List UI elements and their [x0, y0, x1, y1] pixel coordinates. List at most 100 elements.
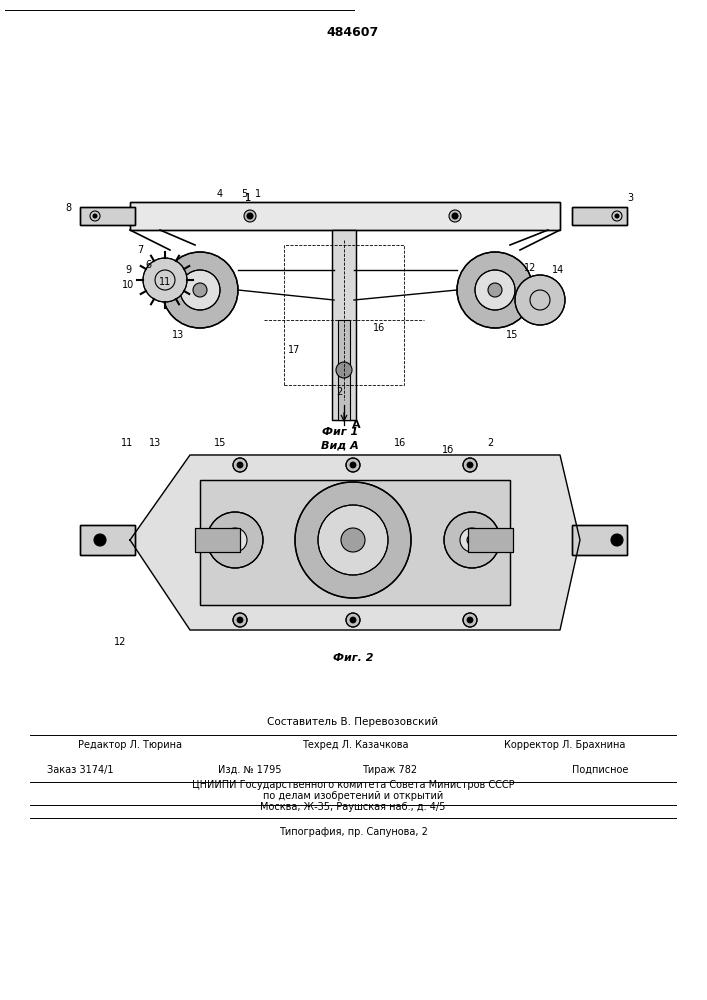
Bar [284, 245, 404, 385]
Circle shape [336, 362, 352, 378]
Circle shape [223, 528, 247, 552]
Bar [572, 525, 627, 555]
Circle shape [346, 613, 360, 627]
Circle shape [350, 462, 356, 468]
Text: 1б: 1б [442, 445, 454, 455]
Bar [80, 207, 135, 225]
Circle shape [452, 213, 458, 219]
Circle shape [247, 213, 253, 219]
Circle shape [237, 462, 243, 468]
Text: 7: 7 [137, 245, 143, 255]
Circle shape [449, 210, 461, 222]
Text: Вид А: Вид А [321, 440, 359, 450]
Circle shape [488, 283, 502, 297]
Bar [572, 207, 627, 225]
Bar [80, 525, 135, 555]
Circle shape [463, 613, 477, 627]
Bar [338, 320, 350, 420]
Circle shape [244, 210, 256, 222]
Circle shape [318, 505, 388, 575]
Bar [200, 480, 510, 605]
Text: 16: 16 [373, 323, 385, 333]
Bar [195, 528, 240, 552]
Text: Составитель В. Перевозовский: Составитель В. Перевозовский [267, 717, 438, 727]
Text: 2: 2 [336, 387, 342, 397]
Circle shape [295, 482, 411, 598]
Text: 3: 3 [627, 193, 633, 203]
Text: Москва, Ж-35, Раушская наб., д. 4/5: Москва, Ж-35, Раушская наб., д. 4/5 [260, 802, 445, 812]
Text: А: А [351, 420, 361, 430]
Text: 8: 8 [65, 203, 71, 213]
Text: 11: 11 [121, 438, 133, 448]
Circle shape [475, 270, 515, 310]
Text: Техред Л. Казачкова: Техред Л. Казачкова [302, 740, 408, 750]
Bar [332, 230, 356, 420]
Text: 14: 14 [552, 265, 564, 275]
Circle shape [230, 535, 240, 545]
Circle shape [193, 283, 207, 297]
Text: 13: 13 [149, 438, 161, 448]
Bar [332, 230, 356, 420]
Bar [80, 525, 135, 555]
Circle shape [515, 275, 565, 325]
Polygon shape [130, 455, 580, 630]
Circle shape [350, 617, 356, 623]
Circle shape [467, 535, 477, 545]
Bar [195, 528, 240, 552]
Bar [468, 528, 513, 552]
Circle shape [143, 258, 187, 302]
Text: 2: 2 [487, 438, 493, 448]
Text: Изд. № 1795: Изд. № 1795 [218, 765, 282, 775]
Circle shape [346, 458, 360, 472]
Circle shape [180, 270, 220, 310]
Text: 13: 13 [172, 330, 184, 340]
Text: Фиг 1: Фиг 1 [322, 427, 358, 437]
Bar [130, 202, 560, 230]
Circle shape [615, 214, 619, 218]
Text: 484607: 484607 [327, 25, 379, 38]
Text: 12: 12 [114, 637, 126, 647]
Text: ЦНИИПИ Государственного комитета Совета Министров СССР: ЦНИИПИ Государственного комитета Совета … [192, 780, 514, 790]
Text: 11: 11 [159, 277, 171, 287]
Circle shape [207, 512, 263, 568]
Text: 1: 1 [255, 189, 261, 199]
Circle shape [463, 458, 477, 472]
Text: 4: 4 [217, 189, 223, 199]
Text: по делам изобретений и открытий: по делам изобретений и открытий [263, 791, 443, 801]
Circle shape [444, 512, 500, 568]
Text: 1: 1 [245, 193, 251, 203]
Text: 10: 10 [122, 280, 134, 290]
Text: 6: 6 [145, 260, 151, 270]
Circle shape [93, 214, 97, 218]
Circle shape [467, 617, 473, 623]
Circle shape [341, 528, 365, 552]
Text: 17: 17 [288, 345, 300, 355]
Bar [80, 207, 135, 225]
Circle shape [467, 462, 473, 468]
Text: 16: 16 [394, 438, 406, 448]
Text: Редактор Л. Тюрина: Редактор Л. Тюрина [78, 740, 182, 750]
Text: Корректор Л. Брахнина: Корректор Л. Брахнина [504, 740, 626, 750]
Text: 12: 12 [524, 263, 536, 273]
Circle shape [233, 613, 247, 627]
Circle shape [237, 617, 243, 623]
Bar [572, 525, 627, 555]
Bar [468, 528, 513, 552]
Bar [572, 207, 627, 225]
Text: 15: 15 [506, 330, 518, 340]
Text: Типография, пр. Сапунова, 2: Типография, пр. Сапунова, 2 [279, 827, 428, 837]
Text: 15: 15 [214, 438, 226, 448]
Circle shape [460, 528, 484, 552]
Text: Фиг. 2: Фиг. 2 [333, 653, 373, 663]
Circle shape [94, 534, 106, 546]
Circle shape [233, 458, 247, 472]
Text: 1: 1 [245, 193, 251, 203]
Circle shape [457, 252, 533, 328]
Text: 9: 9 [125, 265, 131, 275]
Circle shape [611, 534, 623, 546]
Text: Подписное: Подписное [572, 765, 629, 775]
Bar [130, 202, 560, 230]
Bar [200, 480, 510, 605]
Text: Тираж 782: Тираж 782 [363, 765, 418, 775]
Text: Заказ 3174/1: Заказ 3174/1 [47, 765, 113, 775]
